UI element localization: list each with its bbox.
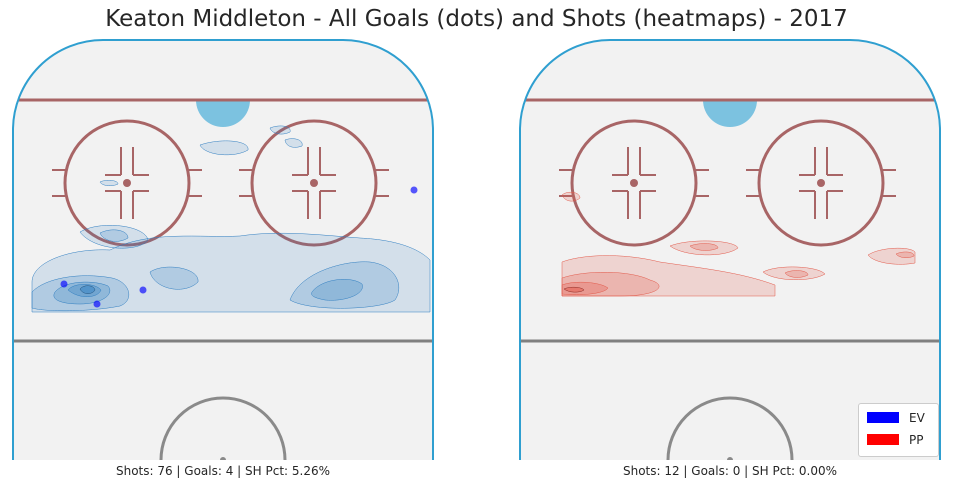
crease-left: [196, 100, 250, 127]
goal-dot-left-1: [60, 280, 68, 288]
boards-left: [12, 39, 434, 460]
center-circle-left: [159, 396, 287, 460]
faceoff-dot-left-1: [123, 179, 131, 187]
faceoff-dot-left-2: [310, 179, 318, 187]
shot-heatmap-left: [31, 125, 431, 313]
faceoff-circle-right-2: [746, 119, 896, 247]
faceoff-dot-right-1: [630, 179, 638, 187]
goal-dot-left-2: [93, 300, 101, 308]
legend: EV PP: [858, 403, 939, 457]
goal-dot-left-0: [410, 186, 418, 194]
faceoff-dot-right-2: [817, 179, 825, 187]
stats-caption-right: Shots: 12 | Goals: 0 | SH Pct: 0.00%: [622, 464, 838, 478]
legend-swatch-pp: [867, 434, 899, 445]
chart-title: Keaton Middleton - All Goals (dots) and …: [105, 6, 848, 32]
rink-right: [519, 39, 941, 460]
rink-surface-right: [520, 40, 940, 460]
faceoff-circle-right-1: [559, 119, 709, 247]
boards-right: [519, 39, 941, 460]
center-dot-right: [727, 457, 733, 460]
shot-heatmap-right: [561, 191, 916, 297]
crease-right: [703, 100, 757, 127]
legend-label-ev: EV: [909, 411, 925, 425]
legend-label-pp: PP: [909, 433, 924, 447]
center-dot-left: [220, 457, 226, 460]
center-circle-right: [666, 396, 794, 460]
faceoff-circle-left-2: [239, 119, 389, 247]
rink-surface-left: [13, 40, 433, 460]
rink-left: [12, 39, 434, 460]
legend-swatch-ev: [867, 412, 899, 423]
goal-dot-left-3: [139, 286, 147, 294]
goal-dots-left: [60, 186, 418, 308]
faceoff-circle-left-1: [52, 119, 202, 247]
stats-caption-left: Shots: 76 | Goals: 4 | SH Pct: 5.26%: [115, 464, 331, 478]
